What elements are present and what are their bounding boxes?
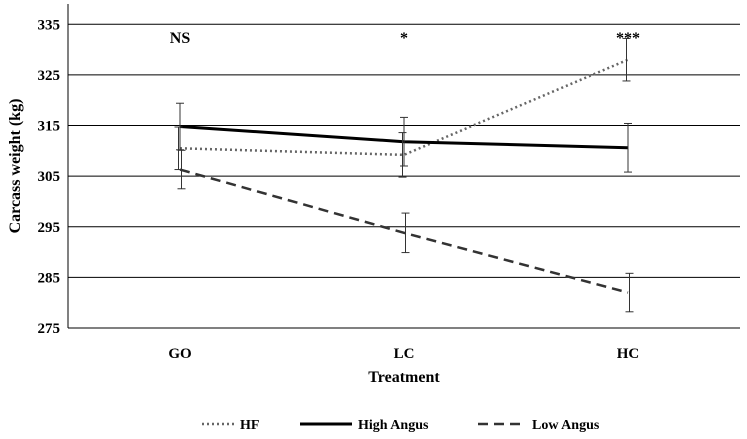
y-tick-label-295: 295 [38,220,61,236]
x-tick-label-go: GO [168,346,191,362]
gridlines [68,23,740,329]
error-bar-high-angus-go [176,102,184,151]
error-bar-hf-lc [398,132,407,178]
error-bar-hf-hc [622,37,631,82]
x-tick-label-hc: HC [617,346,640,362]
legend-item-high-angus: High Angus [300,418,429,433]
legend-label-high-angus: High Angus [358,418,429,433]
error-bar-high-angus-hc [624,122,632,173]
y-tick-label-305: 305 [38,169,61,185]
error-bar-high-angus-lc [400,116,408,167]
legend-label-low-angus: Low Angus [532,418,600,433]
significance-label-hc: *** [616,30,640,47]
series-line-low-angus [179,168,629,294]
error-bar-low-angus-go [177,149,186,190]
y-tick-label-325: 325 [38,68,61,84]
y-tick-label-285: 285 [38,270,61,286]
error-bar-low-angus-hc [625,272,634,313]
legend: HF High Angus Low Angus [202,418,600,433]
legend-label-hf: HF [240,418,259,433]
error-bars [174,37,634,313]
y-axis-title: Carcass weight (kg) [7,99,24,234]
x-tick-label-lc: LC [394,346,415,362]
y-tick-label-315: 315 [38,119,61,135]
series-line-hf [179,58,629,157]
x-axis-ticks: GO LC HC [168,346,639,362]
y-tick-label-275: 275 [38,321,61,337]
legend-item-hf: HF [202,418,259,433]
significance-label-lc: * [400,30,408,47]
significance-label-go: NS [170,30,191,47]
error-bar-low-angus-lc [401,212,410,254]
significance-annotations: NS * *** [170,30,640,47]
x-axis-title: Treatment [368,369,440,386]
legend-item-low-angus: Low Angus [478,418,600,433]
y-tick-label-335: 335 [38,17,61,33]
y-axis-ticks: 275 285 295 305 315 325 335 [38,17,61,337]
